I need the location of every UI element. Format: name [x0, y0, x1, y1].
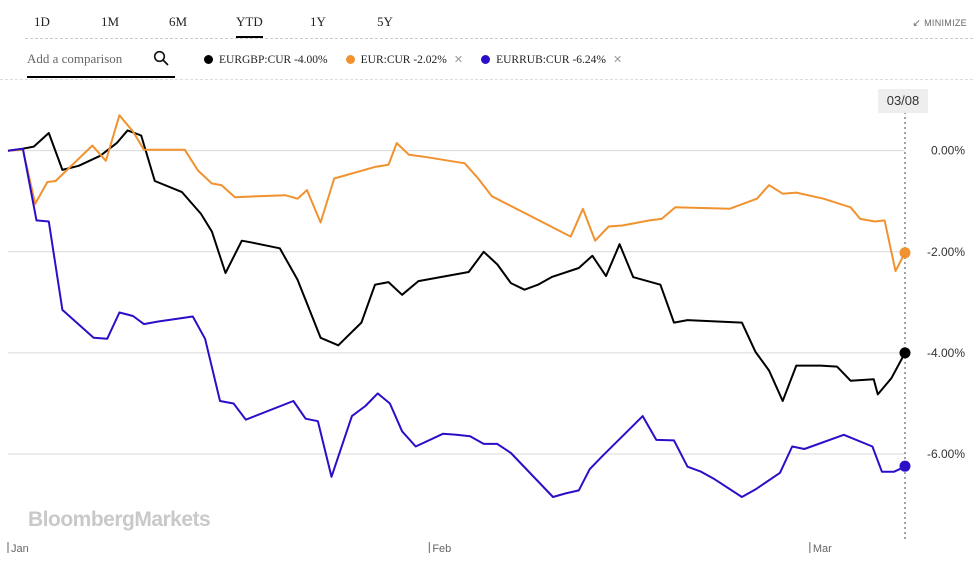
x-tick-label: Jan — [11, 543, 29, 555]
y-tick-label: -6.00% — [927, 447, 965, 461]
y-axis: 0.00% -2.00% -4.00% -6.00% — [927, 144, 965, 461]
series-line — [7, 114, 906, 272]
legend-label: EURGBP:CUR -4.00% — [219, 53, 328, 66]
legend-item-eurgbp: EURGBP:CUR -4.00% — [204, 54, 328, 66]
series-line — [7, 129, 906, 402]
minimize-label: MINIMIZE — [924, 18, 967, 28]
bloomberg-watermark: BloombergMarkets — [28, 508, 211, 531]
comparison-input[interactable] — [27, 51, 145, 67]
legend-dot — [481, 55, 491, 64]
legend-dot — [204, 55, 213, 64]
y-tick-label: 0.00% — [931, 144, 965, 158]
series-endpoint — [899, 347, 911, 359]
x-tick-label: Feb — [432, 543, 451, 555]
comparison-search — [27, 46, 175, 78]
search-icon[interactable] — [153, 50, 169, 66]
series-endpoint — [899, 247, 911, 259]
toolbar-divider — [25, 38, 973, 39]
series-lines — [7, 114, 911, 498]
minimize-button[interactable]: ↙ MINIMIZE — [912, 18, 967, 29]
collapse-arrows-icon: ↙ — [912, 18, 922, 29]
hover-date-label: 03/08 — [878, 89, 928, 113]
legend-dot — [345, 55, 355, 64]
remove-eur-icon[interactable]: ✕ — [453, 53, 464, 66]
legend-item-eurrub: EURRUB:CUR -6.24% ✕ — [481, 53, 622, 66]
gridlines — [8, 150, 905, 455]
range-6m[interactable]: 6M — [169, 14, 188, 29]
x-axis: Jan Feb Mar — [7, 542, 832, 555]
range-5y[interactable]: 5Y — [377, 14, 393, 29]
chart-legend: EURGBP:CUR -4.00% EUR:CUR -2.02% ✕ EURRU… — [204, 53, 640, 66]
y-tick-label: -2.00% — [927, 245, 965, 259]
legend-label: EURRUB:CUR -6.24% — [496, 53, 606, 66]
range-1d[interactable]: 1D — [34, 14, 50, 29]
legend-label: EUR:CUR -2.02% — [360, 53, 447, 66]
series-line — [7, 147, 906, 498]
y-tick-label: -4.00% — [927, 346, 965, 360]
legend-item-eur: EUR:CUR -2.02% ✕ — [345, 53, 464, 66]
range-1y[interactable]: 1Y — [310, 14, 326, 29]
range-ytd[interactable]: YTD — [236, 14, 263, 38]
x-tick-label: Mar — [813, 543, 832, 555]
range-1m[interactable]: 1M — [101, 14, 120, 29]
remove-eurrub-icon[interactable]: ✕ — [613, 53, 623, 66]
legend-divider — [0, 79, 973, 80]
series-endpoint — [899, 460, 911, 472]
range-selector: 1D 1M 6M YTD 1Y 5Y ↙ MINIMIZE — [0, 0, 973, 40]
